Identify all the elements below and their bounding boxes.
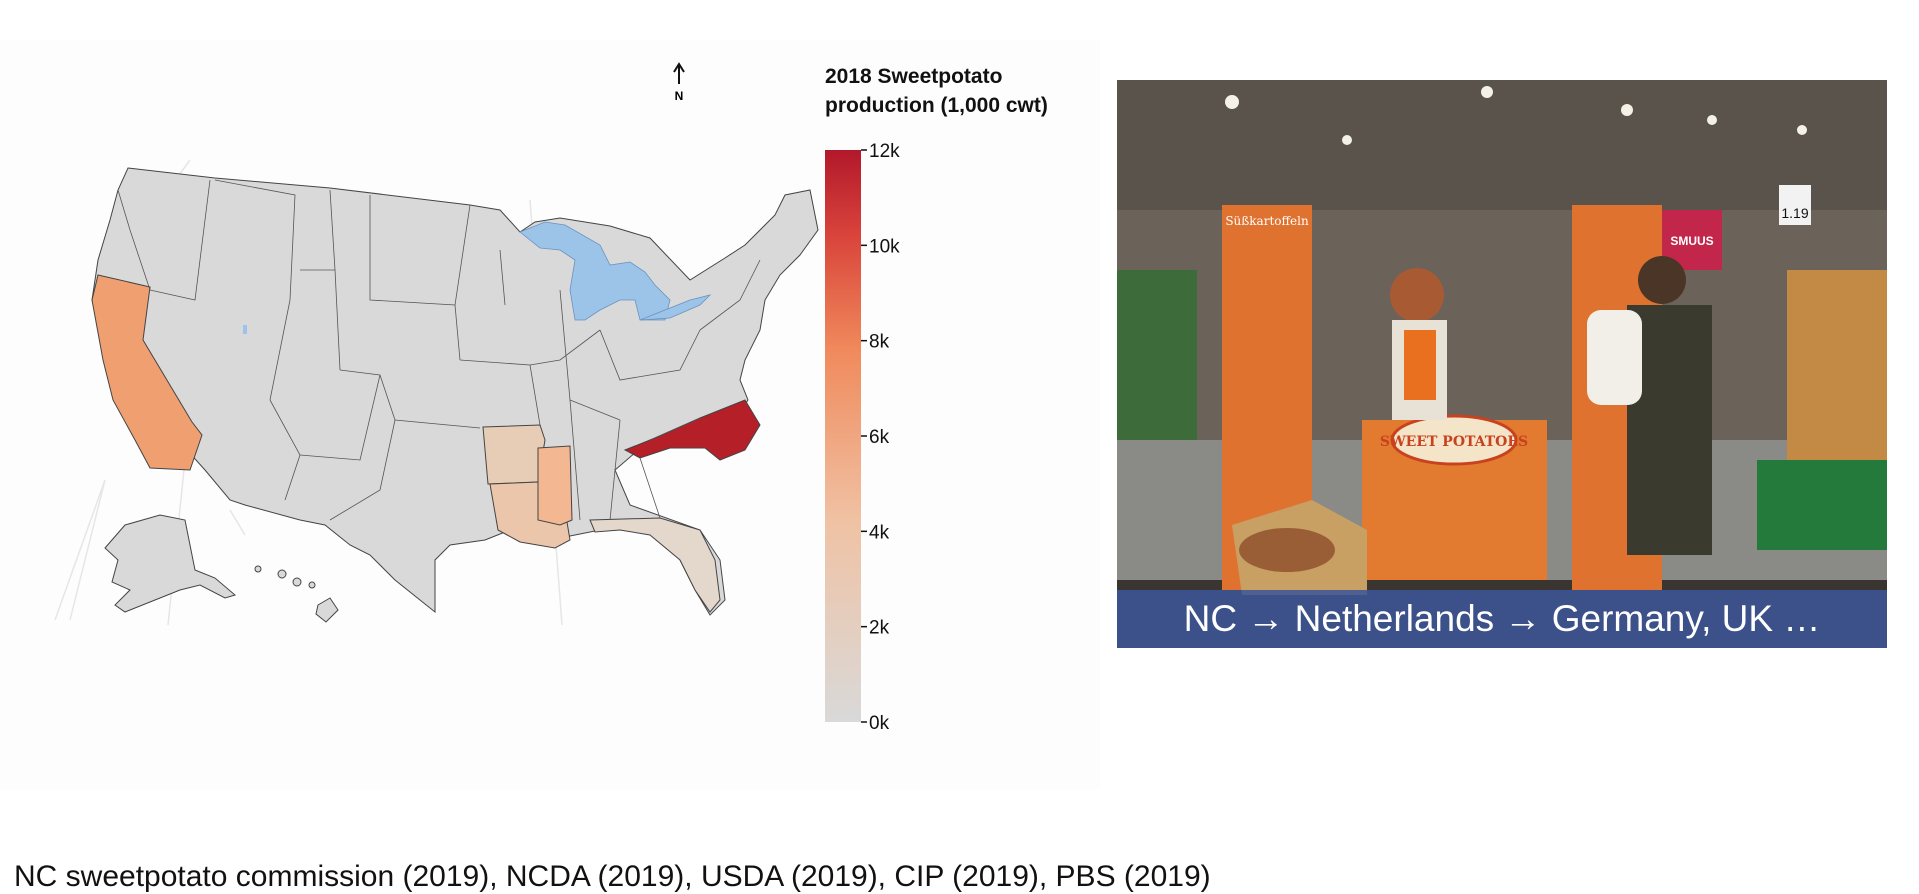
state-alaska bbox=[104, 514, 237, 613]
state-hawaii bbox=[254, 565, 339, 623]
legend-tick-label: 10k bbox=[869, 236, 900, 257]
legend-title-line2: production (1,000 cwt) bbox=[825, 94, 1048, 117]
us-choropleth-map bbox=[54, 159, 819, 626]
north-arrow-icon: N bbox=[673, 62, 685, 103]
brand-text: SWEET POTATOES bbox=[1380, 434, 1528, 450]
legend-tick-label: 8k bbox=[869, 332, 890, 353]
state-california bbox=[91, 274, 203, 471]
legend-tick-label: 2k bbox=[869, 618, 890, 639]
legend-tick-label: 4k bbox=[869, 522, 890, 543]
state-florida bbox=[589, 517, 721, 613]
legend-colorbar: 12k 10k 8k 6k 4k 2k 0k bbox=[825, 141, 900, 734]
sources-citation: NC sweetpotato commission (2019), NCDA (… bbox=[14, 860, 1211, 893]
legend-tick-label: 0k bbox=[869, 713, 890, 734]
banner-text: Süßkartoffeln bbox=[1225, 214, 1309, 228]
supermarket-photo: Süßkartoffeln SMUUS 1.19 SWEET POTATOES … bbox=[1117, 80, 1887, 648]
photo-caption: NC → Netherlands → Germany, UK … bbox=[1183, 598, 1821, 639]
state-north-carolina bbox=[623, 399, 761, 461]
north-label: N bbox=[675, 89, 684, 103]
price-tag: 1.19 bbox=[1781, 205, 1808, 221]
state-mississippi bbox=[537, 445, 573, 526]
legend-title-line1: 2018 Sweetpotato bbox=[825, 65, 1003, 88]
legend-tick-label: 6k bbox=[869, 427, 890, 448]
legend-gradient bbox=[825, 150, 861, 722]
photo-caption-bar: NC → Netherlands → Germany, UK … bbox=[1117, 590, 1887, 648]
photo-scene: Süßkartoffeln SMUUS 1.19 SWEET POTATOES bbox=[1117, 80, 1887, 595]
legend-title: 2018 Sweetpotato production (1,000 cwt) bbox=[825, 62, 1085, 120]
legend-tick-label: 12k bbox=[869, 141, 900, 162]
state-arkansas bbox=[482, 424, 546, 485]
shop-sign: SMUUS bbox=[1670, 234, 1713, 248]
north-arrow: N bbox=[664, 60, 694, 105]
